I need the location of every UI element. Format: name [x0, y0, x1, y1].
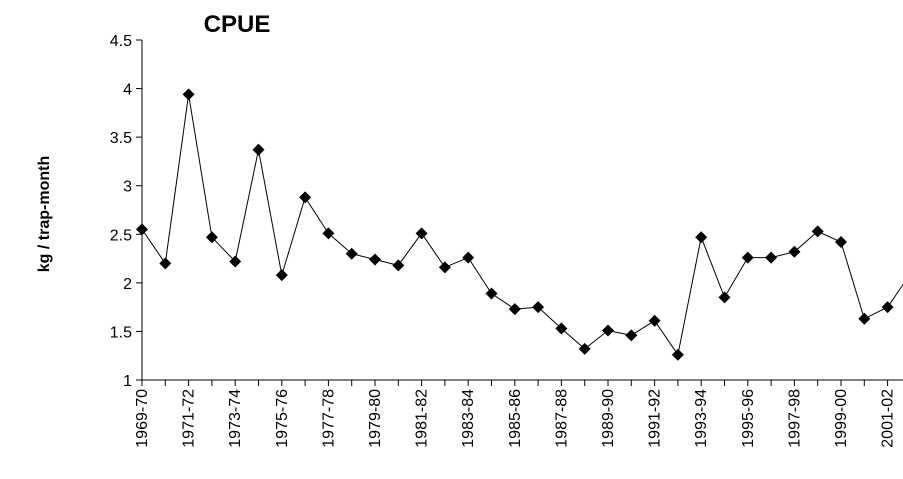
x-tick-label: 1981-82	[414, 389, 431, 448]
series-cpue	[136, 88, 903, 361]
data-point	[555, 322, 568, 335]
y-tick-label: 3	[123, 179, 132, 196]
data-point	[508, 303, 521, 316]
y-tick-label: 4	[123, 82, 132, 99]
data-point	[858, 312, 871, 325]
x-tick-label: 1979-80	[367, 389, 384, 448]
data-point	[299, 191, 312, 204]
x-tick-label: 1989-90	[600, 389, 617, 448]
data-point	[695, 231, 708, 244]
x-tick-label: 1995-96	[740, 389, 757, 448]
data-point	[811, 225, 824, 238]
x-tick-label: 1969-70	[134, 389, 151, 448]
x-tick-label: 1985-86	[507, 389, 524, 448]
y-tick-label: 2	[123, 276, 132, 293]
y-tick-label: 2.5	[110, 227, 132, 244]
data-point	[532, 301, 545, 314]
x-tick-label: 1991-92	[647, 389, 664, 448]
data-point	[765, 251, 778, 264]
data-point	[671, 348, 684, 361]
data-point	[881, 301, 894, 314]
data-point	[788, 245, 801, 258]
data-point	[252, 143, 265, 156]
y-tick-label: 3.5	[110, 130, 132, 147]
data-point	[438, 261, 451, 274]
chart-title: CPUE	[204, 11, 271, 38]
data-point	[835, 236, 847, 249]
y-tick-label: 1.5	[110, 324, 132, 341]
data-point	[159, 257, 172, 270]
x-tick-label: 1983-84	[460, 389, 477, 448]
x-tick-label: 1971-72	[181, 389, 198, 448]
data-point	[369, 253, 381, 266]
data-point	[648, 314, 661, 327]
x-tick-label: 1977-78	[320, 389, 337, 448]
data-point	[578, 342, 591, 355]
data-point	[136, 223, 148, 236]
data-point	[275, 269, 288, 282]
y-tick-label: 1	[123, 373, 132, 390]
x-tick-label: 1993-94	[693, 389, 710, 448]
data-point	[602, 324, 614, 337]
data-point	[322, 227, 335, 240]
x-tick-label: 1975-76	[274, 389, 291, 448]
y-axis-label: kg / trap-month	[36, 156, 53, 272]
data-point	[741, 251, 754, 264]
data-point	[392, 259, 405, 272]
x-tick-label: 2001-02	[880, 389, 897, 448]
y-tick-label: 4.5	[110, 33, 132, 50]
x-tick-label: 1973-74	[227, 389, 244, 448]
data-point	[718, 291, 731, 304]
data-point	[345, 247, 358, 260]
series-line	[141, 94, 903, 356]
x-axis: 1969-70 1971-72 1973-74 1975-76 1977-78 1979-…	[134, 379, 903, 448]
x-tick-label: 1987-88	[553, 389, 570, 448]
x-tick-label: 1997-98	[786, 389, 803, 448]
data-point	[485, 287, 498, 300]
data-point	[462, 251, 475, 264]
data-point	[415, 227, 428, 240]
data-point	[229, 255, 242, 268]
data-point	[205, 231, 218, 244]
data-point	[625, 329, 638, 342]
x-tick-label: 1999-00	[833, 389, 850, 448]
data-point	[182, 88, 195, 101]
y-axis: 1 1.5 2 2.5 3 3.5 4 4.5	[110, 33, 143, 390]
